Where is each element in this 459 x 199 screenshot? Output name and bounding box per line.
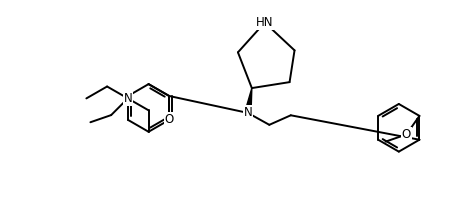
Text: O: O — [402, 128, 411, 141]
Text: HN: HN — [256, 16, 274, 29]
Polygon shape — [245, 88, 252, 113]
Text: O: O — [165, 113, 174, 126]
Text: N: N — [243, 106, 252, 119]
Text: N: N — [123, 92, 132, 105]
